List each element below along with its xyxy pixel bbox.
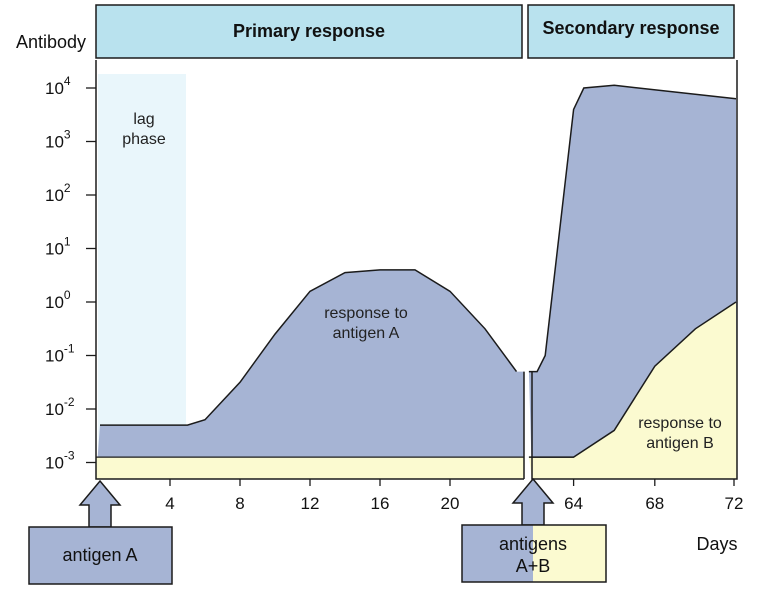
antigens-ab-box-border: [461, 524, 607, 583]
secondary-response-header: [527, 4, 735, 59]
antigens-ab-box-right: [533, 525, 606, 582]
antigens-ab-label-line-1: antigens: [499, 534, 567, 554]
y-axis-label: Antibody: [16, 32, 86, 52]
y-tick-label: 103: [45, 128, 71, 152]
antigen-a-primary-curve: [100, 269, 518, 426]
antigen-a-box: [28, 526, 173, 585]
lag-phase-label-line-1: lag: [133, 111, 154, 128]
antigen-b-primary-baseline: [96, 457, 524, 479]
response-b-label-line-2: antigen B: [646, 435, 714, 452]
x-tick-label: 72: [725, 494, 744, 513]
secondary-response-title: Secondary response: [542, 18, 719, 38]
y-tick-label: 100: [45, 288, 71, 312]
x-tick-label: 4: [165, 494, 174, 513]
y-tick-label: 10-1: [45, 342, 75, 366]
antigen-a-label: antigen A: [62, 545, 137, 565]
response-a-label-line-1: response to: [324, 305, 408, 322]
response-a-label-line-2: antigen A: [333, 325, 400, 342]
lag-phase-region: [98, 74, 186, 469]
y-tick-label: 10-3: [45, 449, 75, 473]
x-tick-label: 64: [564, 494, 583, 513]
y-tick-label: 101: [45, 235, 71, 259]
antigen-a-arrow: [78, 479, 122, 528]
secondary-panel-frame: [531, 60, 738, 480]
antigen-a-secondary-curve: [528, 84, 737, 373]
x-tick-label: 12: [301, 494, 320, 513]
antigen-b-secondary-area: [528, 302, 737, 479]
lag-phase-label-line-2: phase: [122, 131, 166, 148]
x-tick-label: 8: [235, 494, 244, 513]
response-b-label-line-1: response to: [638, 415, 722, 432]
x-tick-label: 68: [645, 494, 664, 513]
antigen-a-primary-area: [96, 269, 524, 479]
x-tick-label: 20: [441, 494, 460, 513]
antigens-ab-arrow: [511, 477, 555, 526]
primary-panel-frame: [95, 60, 525, 480]
primary-response-title: Primary response: [233, 21, 385, 41]
x-axis-label: Days: [696, 534, 737, 554]
y-tick-label: 104: [45, 74, 71, 98]
antigens-ab-label-line-2: A+B: [516, 556, 551, 576]
y-tick-label: 102: [45, 181, 71, 205]
primary-response-header: [95, 4, 523, 59]
y-tick-label: 10-2: [45, 395, 75, 419]
antigens-ab-box-left: [462, 525, 533, 582]
x-tick-label: 16: [371, 494, 390, 513]
